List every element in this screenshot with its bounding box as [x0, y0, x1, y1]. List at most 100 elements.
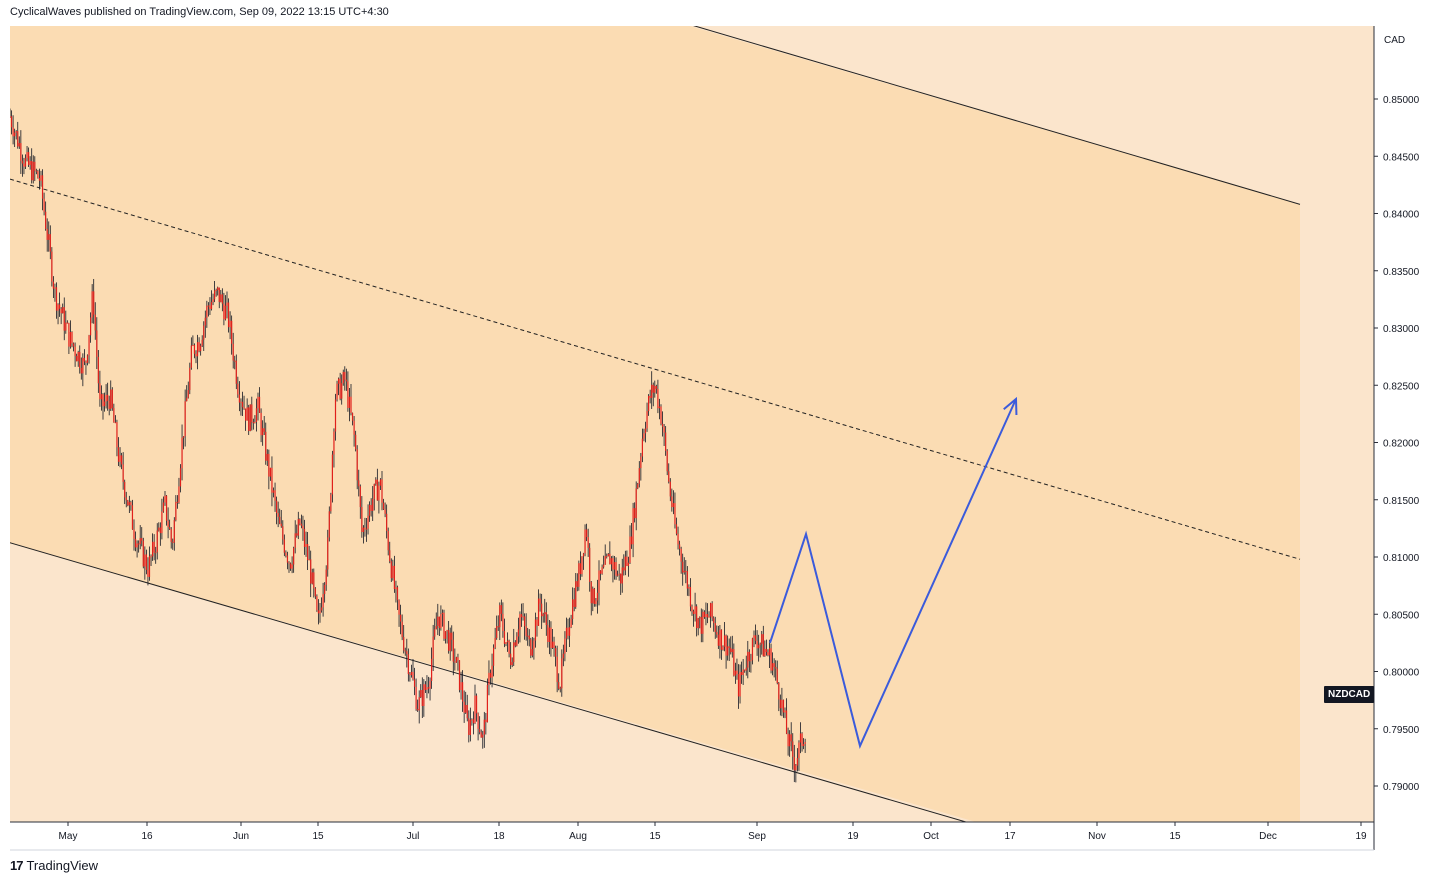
- candle-body: [761, 634, 763, 644]
- candle-body: [269, 467, 271, 477]
- candle-body: [237, 383, 239, 395]
- candle-body: [169, 527, 171, 530]
- axes: CAD 0.85000 0.84500 0.84000 0.83500 0.83000 0.…: [10, 26, 1420, 851]
- candle-body: [279, 516, 281, 524]
- candle-body: [24, 158, 27, 167]
- candle-body: [562, 653, 564, 659]
- candle-body: [139, 538, 141, 544]
- candle-body: [217, 287, 219, 291]
- x-tick-label: Oct: [923, 831, 939, 842]
- candle-body: [192, 345, 194, 347]
- candle-body: [657, 388, 659, 409]
- candle-body: [508, 640, 510, 654]
- candle-body: [375, 479, 377, 485]
- candle-body: [152, 541, 154, 557]
- candle-body: [630, 536, 633, 545]
- candle-body: [578, 563, 580, 587]
- candle-body: [641, 438, 643, 457]
- candle-body: [624, 556, 626, 571]
- candle-body: [748, 651, 750, 662]
- candle-body: [74, 346, 76, 356]
- candle-body: [522, 616, 524, 618]
- candle-body: [734, 670, 736, 676]
- candle-body: [136, 543, 138, 548]
- candle-body: [742, 669, 744, 675]
- candle-body: [341, 383, 343, 399]
- candle-body: [229, 320, 231, 328]
- candle-body: [226, 302, 228, 306]
- x-tick-label: Sep: [748, 831, 766, 842]
- candle-body: [548, 627, 550, 642]
- candle-body: [510, 653, 512, 666]
- candle-body: [412, 671, 414, 680]
- candle-body: [506, 640, 509, 643]
- candle-body: [145, 554, 147, 570]
- candle-body: [54, 287, 56, 289]
- candle-body: [28, 152, 30, 165]
- candle-body: [716, 631, 718, 635]
- candle-body: [479, 729, 481, 733]
- candle-body: [534, 619, 537, 641]
- candle-body: [117, 447, 120, 462]
- candle-body: [648, 395, 650, 412]
- candle-body: [660, 406, 662, 424]
- candle-body: [744, 669, 746, 671]
- candle-body: [218, 287, 220, 302]
- candle-body: [393, 565, 395, 590]
- candle-body: [289, 563, 292, 569]
- candle-body: [725, 635, 727, 656]
- candle-body: [452, 639, 454, 662]
- candle-body: [458, 660, 461, 691]
- candle-body: [173, 520, 175, 543]
- candle-body: [148, 556, 151, 577]
- candle-body: [63, 307, 65, 331]
- candle-body: [652, 384, 654, 393]
- candle-body: [361, 507, 363, 533]
- candle-body: [350, 396, 352, 413]
- candle-body: [55, 287, 58, 311]
- candle-body: [784, 710, 786, 713]
- candle-body: [91, 291, 93, 318]
- x-tick-label: Aug: [569, 831, 587, 842]
- candle-body: [77, 351, 79, 362]
- candle-body: [789, 734, 791, 747]
- candle-body: [497, 626, 499, 628]
- candle-body: [444, 631, 447, 639]
- channel-mid-dashed-line: [10, 178, 1301, 560]
- candle-body: [249, 404, 251, 431]
- candle-body: [429, 681, 431, 689]
- candle-body: [418, 697, 420, 711]
- candle-body: [105, 394, 107, 402]
- candle-body: [71, 331, 73, 344]
- y-axis-title: CAD: [1384, 35, 1405, 46]
- candle-body: [307, 544, 309, 561]
- candle-body: [751, 638, 754, 661]
- candle-body: [555, 648, 557, 657]
- candle-body: [485, 719, 487, 723]
- tradingview-logo-icon: 17: [10, 858, 24, 873]
- candle-body: [688, 586, 690, 589]
- candle-body: [189, 367, 191, 391]
- candle-body: [768, 648, 771, 656]
- x-tick-label: Jun: [233, 831, 249, 842]
- y-tick-label: 0.84500: [1383, 152, 1420, 163]
- y-tick-label: 0.79500: [1383, 725, 1420, 736]
- candle-body: [683, 570, 685, 573]
- candle-body: [406, 651, 408, 655]
- candle-body: [305, 544, 307, 547]
- candle-body: [475, 695, 478, 714]
- candle-body: [162, 502, 165, 512]
- candle-body: [596, 592, 599, 601]
- candle-body: [516, 636, 518, 646]
- candle-body: [505, 642, 507, 644]
- plot-area[interactable]: [0, 25, 1374, 825]
- candle-body: [347, 381, 349, 408]
- y-tick-label: 0.82500: [1383, 381, 1420, 392]
- candle-body: [618, 573, 620, 575]
- candle-body: [43, 198, 45, 212]
- candle-body: [722, 646, 724, 650]
- candle-body: [651, 384, 653, 398]
- candle-body: [190, 345, 192, 368]
- x-tick-label: 17: [1004, 831, 1016, 842]
